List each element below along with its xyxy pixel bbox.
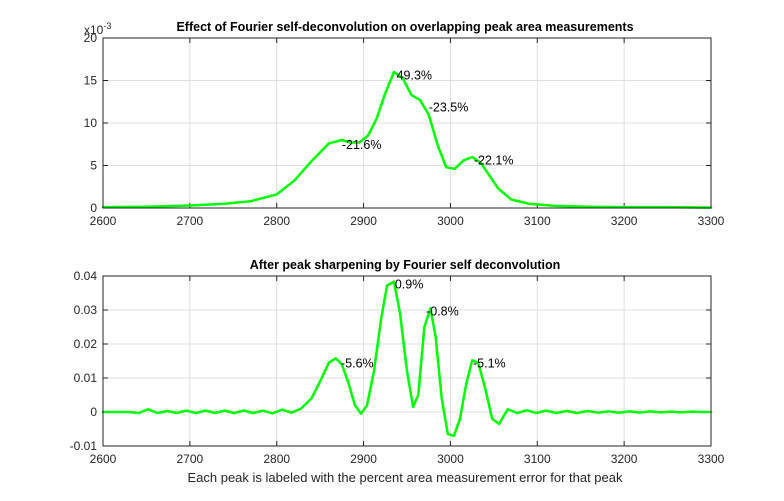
bottom-x-tick-label: 3300 bbox=[698, 452, 725, 466]
top-peak-annotation: -22.1% bbox=[474, 153, 514, 167]
bottom-y-tick-label: 0.01 bbox=[74, 371, 98, 385]
top-y-tick-label: 10 bbox=[84, 116, 98, 130]
bottom-chart-title: After peak sharpening by Fourier self de… bbox=[250, 258, 560, 272]
top-y-tick-label: 5 bbox=[90, 159, 97, 173]
top-x-tick-label: 2700 bbox=[177, 214, 204, 228]
bottom-x-tick-label: 3200 bbox=[611, 452, 638, 466]
bottom-x-tick-label: 2800 bbox=[263, 452, 290, 466]
bottom-peak-annotation: -5.6% bbox=[341, 357, 374, 371]
top-peak-annotation: -21.6% bbox=[342, 138, 382, 152]
bottom-y-tick-label: 0.04 bbox=[74, 269, 98, 283]
bottom-y-tick-label: 0.02 bbox=[74, 337, 98, 351]
bottom-chart-x-label: Each peak is labeled with the percent ar… bbox=[187, 470, 623, 485]
top-series-line bbox=[101, 70, 713, 209]
bottom-x-tick-label: 2600 bbox=[90, 452, 117, 466]
bottom-peak-annotation: -0.8% bbox=[426, 304, 459, 318]
top-axes-frame bbox=[102, 37, 712, 209]
bottom-y-tick-label: -0.01 bbox=[70, 439, 98, 453]
top-peak-annotation: 49.3% bbox=[397, 68, 432, 82]
bottom-x-tick-label: 2900 bbox=[350, 452, 377, 466]
top-x-tick-label: 2800 bbox=[263, 214, 290, 228]
bottom-peak-annotation: 0.9% bbox=[395, 278, 424, 292]
bottom-peak-annotation: -5.1% bbox=[473, 357, 506, 371]
top-x-tick-label: 2900 bbox=[350, 214, 377, 228]
bottom-x-tick-label: 3100 bbox=[524, 452, 551, 466]
top-chart-y-exponent: x10-3 bbox=[84, 21, 111, 37]
bottom-axes-frame bbox=[102, 275, 712, 447]
top-y-tick-label: 0 bbox=[90, 201, 97, 215]
bottom-y-tick-label: 0 bbox=[90, 405, 97, 419]
top-x-tick-label: 3200 bbox=[611, 214, 638, 228]
top-peak-annotation: -23.5% bbox=[429, 101, 469, 115]
top-x-tick-label: 3100 bbox=[524, 214, 551, 228]
bottom-series-line bbox=[101, 280, 713, 438]
top-chart: 2600 2700 2800 2900 3000 3100 3200 3300 0 5 10 15 20… bbox=[84, 20, 725, 228]
bottom-chart: 2600 2700 2800 2900 3000 3100 3200 3300 -0.01 0 0.… bbox=[70, 258, 725, 485]
bottom-y-tick-label: 0.03 bbox=[74, 303, 98, 317]
bottom-x-tick-label: 3000 bbox=[437, 452, 464, 466]
top-x-tick-label: 2600 bbox=[90, 214, 117, 228]
top-chart-title: Effect of Fourier self-deconvolution on … bbox=[176, 20, 633, 34]
top-y-tick-label: 15 bbox=[84, 74, 98, 88]
bottom-x-tick-label: 2700 bbox=[177, 452, 204, 466]
top-y-tick-label: 20 bbox=[84, 31, 98, 45]
top-x-tick-label: 3300 bbox=[698, 214, 725, 228]
top-x-tick-label: 3000 bbox=[437, 214, 464, 228]
